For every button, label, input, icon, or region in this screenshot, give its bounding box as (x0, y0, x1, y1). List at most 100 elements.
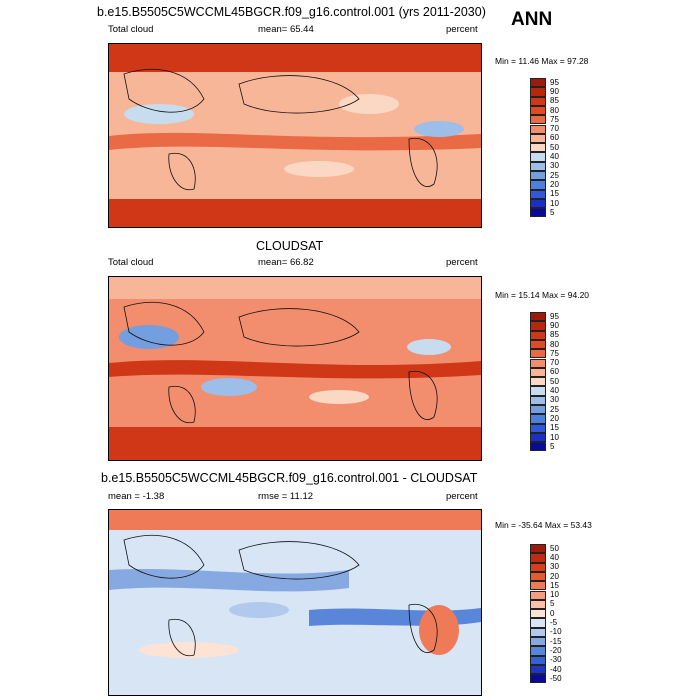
panel3-rmse-label: rmse = 11.12 (258, 491, 314, 502)
panel1-colorbar-cell (530, 189, 546, 199)
panel3-colorbar-cell (530, 599, 546, 610)
panel1-colorbar-tick-label: 40 (550, 152, 559, 162)
panel2-colorbar-cell (530, 405, 546, 415)
panel2-map (108, 276, 482, 461)
panel3-colorbar-tick-label: 50 (550, 543, 559, 553)
panel3-colorbar-tick-label: 5 (550, 599, 555, 609)
panel3-colorbar-cell (530, 544, 546, 554)
panel2-minmax-label: Min = 15.14 Max = 94.20 (495, 290, 590, 300)
panel2-colorbar-tick-label: 80 (550, 339, 559, 349)
panel1-colorbar-cell (530, 115, 546, 125)
panel3-colorbar-tick-label: -15 (550, 636, 562, 646)
panel1-colorbar-cell (530, 105, 546, 116)
panel3-colorbar-cell (530, 609, 546, 619)
panel3-colorbar-tick-label: 15 (550, 580, 559, 590)
panel1-colorbar-tick-label: 80 (550, 105, 559, 115)
panel3-colorbar-cell (530, 562, 546, 572)
panel2-colorbar-tick-label: 60 (550, 367, 559, 377)
panel2-colorbar-cell (530, 442, 546, 452)
panel1-colorbar-cell (530, 87, 546, 97)
panel1-colorbar-tick-label: 20 (550, 179, 559, 189)
panel3-colorbar-tick-label: -40 (550, 664, 562, 674)
panel2-colorbar-tick-label: 10 (550, 432, 559, 442)
panel1-colorbar-cell (530, 78, 546, 88)
panel3-title: b.e15.B5505C5WCCML45BGCR.f09_g16.control… (101, 471, 478, 485)
panel2-colorbar-cell (530, 367, 546, 378)
panel3-colorbar-tick-label: 0 (550, 608, 555, 618)
panel1-colorbar-tick-label: 60 (550, 133, 559, 143)
panel3-colorbar-tick-label: 20 (550, 571, 559, 581)
panel1-title: b.e15.B5505C5WCCML45BGCR.f09_g16.control… (97, 5, 486, 19)
panel2-colorbar-tick-label: 70 (550, 358, 559, 368)
panel3-colorbar-tick-label: -10 (550, 627, 562, 637)
panel3-colorbar-tick-label: -20 (550, 645, 562, 655)
panel2-colorbar-tick-label: 85 (550, 330, 559, 340)
panel3-units-label: percent (446, 491, 478, 502)
panel3-colorbar-tick-label: -5 (550, 618, 558, 628)
panel3-colorbar-cell (530, 571, 546, 582)
panel1-colorbar-cell (530, 171, 546, 181)
panel1-colorbar-tick-label: 70 (550, 124, 559, 134)
panel3-minmax-label: Min = -35.64 Max = 53.43 (495, 520, 592, 530)
panel1-colorbar-cell (530, 198, 546, 209)
panel2-units-label: percent (446, 257, 478, 268)
panel1-colorbar-cell (530, 180, 546, 190)
panel2-colorbar-tick-label: 90 (550, 320, 559, 330)
panel3-colorbar-cell (530, 590, 546, 600)
panel1-colorbar-tick-label: 30 (550, 161, 559, 171)
panel2-colorbar-cell (530, 330, 546, 340)
panel3-colorbar-cell (530, 646, 546, 656)
panel3-colorbar-cell (530, 674, 546, 684)
panel3-mean-label: mean = -1.38 (108, 491, 165, 502)
panel2-colorbar-tick-label: 25 (550, 404, 559, 414)
panel1-colorbar-tick-label: 85 (550, 96, 559, 106)
panel2-colorbar: 95 90 85 80 75 70 60 50 40 30 25 20 15 10 5 (530, 312, 559, 452)
panel2-colorbar-tick-label: 40 (550, 386, 559, 396)
panel2-colorbar-cell (530, 312, 546, 322)
panel2-colorbar-tick-label: 15 (550, 423, 559, 433)
panel1-colorbar-tick-label: 10 (550, 198, 559, 208)
panel2-colorbar-tick-label: 20 (550, 413, 559, 423)
panel2-colorbar-cell (530, 349, 546, 359)
panel1-left-label: Total cloud (108, 24, 154, 35)
panel1-colorbar-tick-label: 50 (550, 142, 559, 152)
panel1-minmax-label: Min = 11.46 Max = 97.28 (495, 56, 589, 66)
panel3-colorbar-cell (530, 553, 546, 563)
panel1-units-label: percent (446, 24, 478, 35)
panel1-colorbar-cell (530, 143, 546, 153)
panel2-left-label: Total cloud (108, 257, 154, 268)
panel2-colorbar-cell (530, 358, 546, 368)
panel1-colorbar-cell (530, 124, 546, 134)
panel1-mean-label: mean= 65.44 (258, 24, 314, 35)
panel2-colorbar-tick-label: 95 (550, 311, 559, 321)
panel2-colorbar-cell (530, 321, 546, 331)
panel2-colorbar-tick-label: 5 (550, 441, 555, 451)
panel3-colorbar-cell (530, 637, 546, 647)
panel2-colorbar-cell (530, 339, 546, 350)
panel2-colorbar-tick-label: 75 (550, 348, 559, 358)
panel3-colorbar-tick-label: -50 (550, 673, 562, 683)
panel1-colorbar: 95 90 85 80 75 70 60 50 40 30 25 20 15 10 5 (530, 78, 559, 218)
panel3-colorbar: 50 40 30 20 15 10 5 0 -5 -10 -15 -20 -30 -40 -50 (530, 544, 562, 684)
panel1-map (108, 43, 482, 228)
panel3-colorbar-cell (530, 627, 546, 637)
panel3-colorbar-cell (530, 581, 546, 591)
panel1-colorbar-tick-label: 15 (550, 189, 559, 199)
panel2-title: CLOUDSAT (256, 239, 324, 253)
panel3-colorbar-tick-label: 10 (550, 590, 559, 600)
panel3-colorbar-tick-label: 30 (550, 562, 559, 572)
panel1-colorbar-cell (530, 96, 546, 106)
panel3-colorbar-cell (530, 664, 546, 675)
panel1-colorbar-tick-label: 95 (550, 77, 559, 87)
panel1-colorbar-tick-label: 75 (550, 114, 559, 124)
panel2-colorbar-tick-label: 50 (550, 376, 559, 386)
panel1-colorbar-tick-label: 5 (550, 207, 555, 217)
panel2-colorbar-cell (530, 377, 546, 387)
season-label: ANN (511, 9, 553, 30)
panel3-map (108, 509, 482, 696)
panel1-colorbar-cell (530, 152, 546, 162)
panel1-colorbar-tick-label: 90 (550, 86, 559, 96)
panel1-colorbar-cell (530, 161, 546, 171)
panel3-colorbar-cell (530, 618, 546, 628)
panel2-mean-label: mean= 66.82 (258, 257, 314, 268)
